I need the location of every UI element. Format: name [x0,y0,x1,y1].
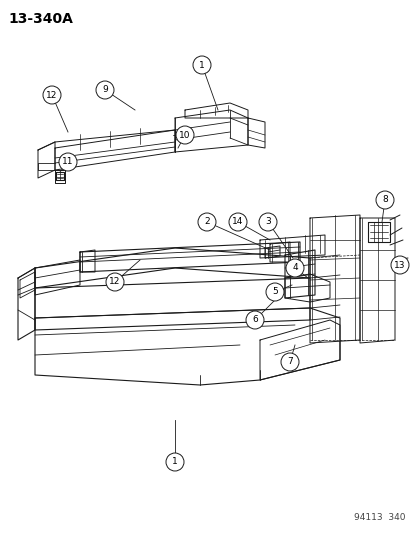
Circle shape [228,213,247,231]
Text: 5: 5 [271,287,277,296]
Circle shape [280,353,298,371]
Circle shape [96,81,114,99]
Text: 2: 2 [204,217,209,227]
Text: 10: 10 [179,131,190,140]
Circle shape [390,256,408,274]
Text: 9: 9 [102,85,108,94]
Text: 13: 13 [393,261,405,270]
Circle shape [176,126,194,144]
Text: 11: 11 [62,157,74,166]
Circle shape [375,191,393,209]
Circle shape [285,259,303,277]
Circle shape [266,283,283,301]
Circle shape [192,56,211,74]
Circle shape [59,153,77,171]
Text: 1: 1 [199,61,204,69]
Text: 94113  340: 94113 340 [354,513,405,522]
Circle shape [197,213,216,231]
Circle shape [166,453,183,471]
Text: 12: 12 [109,278,121,287]
Text: 8: 8 [381,196,387,205]
Text: 6: 6 [252,316,257,325]
Circle shape [259,213,276,231]
Text: 12: 12 [46,91,57,100]
Text: 7: 7 [287,358,292,367]
Circle shape [43,86,61,104]
Text: 3: 3 [264,217,270,227]
Circle shape [106,273,124,291]
Circle shape [245,311,263,329]
Text: 14: 14 [232,217,243,227]
Text: 1: 1 [172,457,178,466]
Text: 4: 4 [292,263,297,272]
Text: 13-340A: 13-340A [8,12,73,26]
